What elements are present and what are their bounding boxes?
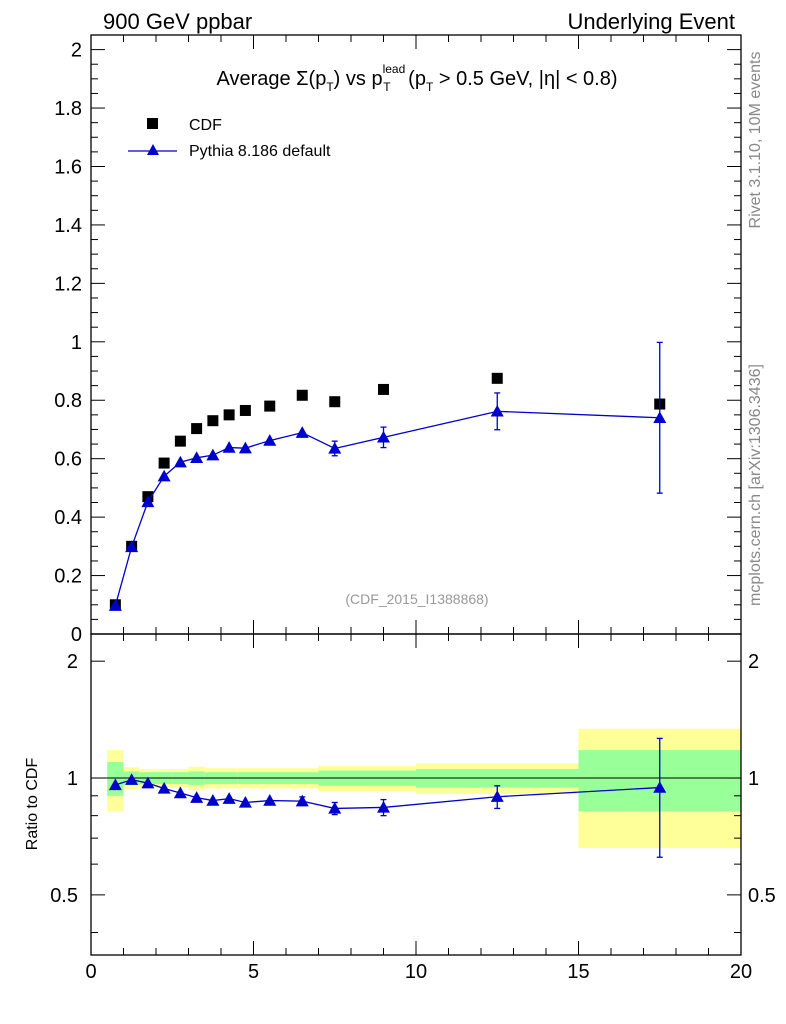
ratio-ylabel: Ratio to CDF (24, 758, 41, 851)
cdf-point (296, 389, 308, 401)
title-cut-open: (p (403, 68, 426, 90)
x-tick-label: 5 (248, 961, 259, 983)
ratio-pythia-point (653, 781, 667, 793)
main-ytick-label: 0.4 (54, 507, 82, 529)
pythia-point (490, 404, 504, 417)
cdf-point (239, 404, 251, 416)
cdf-point (207, 415, 219, 427)
ratio-pythia-point (490, 790, 504, 802)
main-ytick-label: 1.8 (54, 98, 82, 120)
title-cut-rest: > 0.5 GeV, |η| < 0.8) (433, 68, 617, 90)
pythia-point (190, 451, 204, 464)
cdf-point (158, 457, 170, 469)
header-left-label: 900 GeV ppbar (103, 9, 252, 34)
pythia-point (263, 434, 277, 446)
legend: CDF Pythia 8.186 default (128, 117, 331, 160)
pythia-point (141, 495, 155, 508)
title-prefix: Average (216, 68, 296, 90)
ratio-pythia-point (157, 781, 171, 794)
title-mid: ) vs p (334, 68, 383, 90)
title-sub-t3: T (426, 80, 434, 94)
ratio-ytick-label-right: 1 (748, 768, 759, 790)
main-ytick-label: 2 (71, 40, 82, 62)
title-sup-lead: lead (383, 62, 406, 76)
pythia-point (157, 469, 171, 482)
ratio-ytick-label-left: 1 (67, 768, 78, 790)
ratio-pythia-point (263, 794, 277, 806)
pythia-point (238, 441, 252, 454)
pythia-point (328, 441, 342, 454)
ratio-ytick-label-left: 2 (67, 651, 78, 673)
main-ytick-label: 0.2 (54, 566, 82, 588)
cdf-point (174, 435, 186, 447)
cdf-point (223, 409, 235, 421)
main-title: Average Σ(pT) vs plead T (pT > 0.5 GeV, |… (216, 62, 617, 94)
ratio-pythia-point (295, 794, 309, 807)
x-tick-label: 10 (405, 961, 427, 983)
x-tick-label: 20 (730, 961, 752, 983)
pythia-point (377, 430, 390, 443)
ratio-pythia-point (238, 795, 252, 808)
pythia-point (653, 411, 667, 423)
pythia-point (222, 441, 236, 453)
main-ytick-label: 0 (71, 624, 82, 646)
pythia-point (295, 426, 309, 438)
x-tick-label: 15 (567, 961, 589, 983)
main-ytick-label: 1.4 (54, 215, 82, 237)
ratio-pythia-point (190, 791, 204, 803)
cdf-point (378, 383, 389, 395)
ratio-pythia-point (108, 778, 122, 791)
x-tick-label: 0 (85, 961, 96, 983)
header-right-label: Underlying Event (567, 9, 735, 34)
source-label: mcplots.cern.ch [arXiv:1306.3436] (747, 364, 764, 606)
title-sub-t2: T (383, 80, 391, 94)
ratio-pythia-point (125, 773, 139, 785)
ratio-pythia-point (377, 800, 390, 813)
main-panel: Average Σ(pT) vs plead T (pT > 0.5 GeV, |… (54, 34, 742, 646)
cdf-point (329, 396, 341, 408)
legend-cdf-marker (147, 118, 158, 129)
legend-cdf-label: CDF (189, 117, 222, 134)
main-ytick-label: 1.6 (54, 156, 82, 178)
main-ytick-label: 1 (71, 332, 82, 354)
ratio-ytick-label-right: 0.5 (748, 885, 776, 907)
ratio-pythia-point (206, 794, 220, 806)
pythia-point (206, 448, 220, 461)
main-ytick-label: 0.6 (54, 449, 82, 471)
pythia-point (108, 599, 122, 611)
ratio-ytick-label-right: 2 (748, 651, 759, 673)
pythia-point (125, 540, 139, 553)
cdf-point (191, 423, 203, 435)
pythia-point (173, 455, 187, 468)
watermark-label: (CDF_2015_I1388868) (345, 591, 488, 607)
main-ytick-label: 1.2 (54, 273, 82, 295)
rivet-version-label: Rivet 3.1.10, 10M events (747, 52, 764, 229)
ratio-pythia-point (222, 792, 236, 804)
ratio-pythia-point (328, 801, 342, 814)
title-sub-t1: T (326, 80, 334, 94)
legend-pythia-label: Pythia 8.186 default (189, 143, 331, 160)
legend-pythia-marker (147, 144, 159, 155)
ratio-pythia-point (141, 776, 155, 789)
title-sigma: Σ(p (296, 68, 326, 90)
ratio-ytick-label-left: 0.5 (50, 885, 78, 907)
main-ytick-label: 0.8 (54, 390, 82, 412)
cdf-point (491, 372, 503, 384)
cdf-point (264, 400, 276, 412)
ratio-panel: Ratio to CDF 0 5 10 15 20 0.5 0.5 1 1 2 2 (24, 633, 776, 983)
ratio-pythia-point (173, 786, 187, 799)
